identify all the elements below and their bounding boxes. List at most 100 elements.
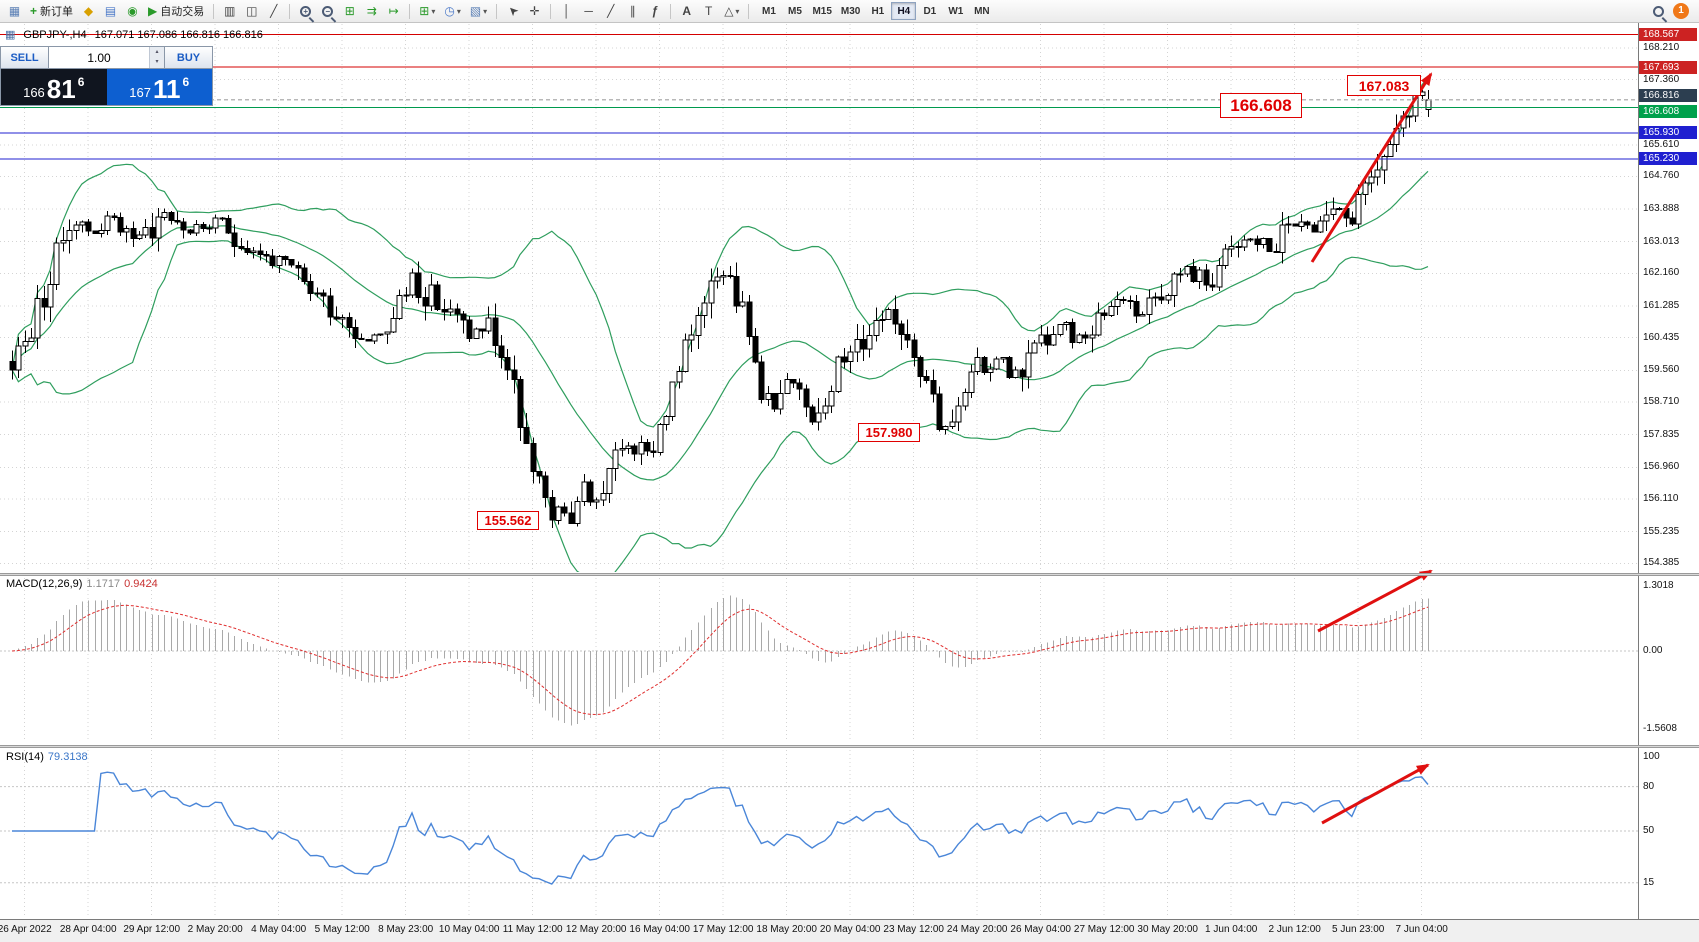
macd-signal-line (11, 604, 1429, 716)
chart-shift-icon[interactable]: ↦ (388, 4, 399, 18)
cursor-icon[interactable]: ➤ (504, 2, 522, 20)
timeframe-h4[interactable]: H4 (891, 2, 917, 20)
toolbar-separator (409, 3, 411, 19)
timeframe-m30[interactable]: M30 (837, 2, 864, 20)
macd-label: MACD(12,26,9) 1.1717 0.9424 (6, 578, 162, 590)
fibonacci-icon[interactable]: ƒ (651, 4, 659, 18)
timeframe-d1[interactable]: D1 (917, 2, 942, 20)
autotrading-button[interactable]: ▶ 自动交易 (144, 2, 208, 21)
time-axis[interactable] (0, 919, 1699, 942)
new-order-button[interactable]: + 新订单 (26, 2, 77, 21)
vertical-line-icon[interactable]: │ (562, 4, 571, 18)
buy-price-button[interactable]: 167 11 6 (106, 69, 212, 105)
trend-arrow (1321, 763, 1430, 825)
toolbar-separator (748, 3, 750, 19)
crosshair-icon[interactable]: ✛ (529, 4, 540, 18)
sell-price-prefix: 166 (23, 85, 45, 100)
line-chart-icon[interactable]: ╱ (270, 4, 278, 18)
play-icon: ▶ (148, 4, 158, 18)
chevron-down-icon: ▾ (431, 6, 436, 16)
navigator-icon[interactable]: ▤ (104, 4, 117, 18)
timeframe-w1[interactable]: W1 (943, 2, 968, 20)
candlestick-icon[interactable]: ◫ (246, 4, 258, 18)
macd-signal-value: 0.9424 (124, 578, 158, 590)
toolbar-separator (213, 3, 215, 19)
lot-spinner: ▴ ▾ (149, 47, 164, 68)
tile-windows-icon[interactable]: ⊞ (344, 4, 355, 18)
market-watch-icon[interactable]: ◆ (83, 4, 94, 18)
rsi-label: RSI(14) 79.3138 (6, 751, 92, 763)
rsi-value: 79.3138 (47, 751, 88, 763)
bollinger-middle (11, 170, 1429, 481)
sell-price-pip: 6 (77, 75, 85, 89)
zoom-in-icon[interactable]: + (295, 2, 316, 21)
trend-arrow (1310, 72, 1433, 263)
lot-increase-button[interactable]: ▴ (150, 47, 164, 58)
plus-icon: + (30, 4, 38, 18)
chart-symbol-period: GBPJPY-,H4 (23, 28, 87, 41)
chevron-down-icon: ▾ (483, 6, 488, 16)
buy-price-pip: 6 (182, 75, 190, 89)
sell-button[interactable]: SELL (1, 47, 49, 68)
sell-price-button[interactable]: 166 81 6 (1, 69, 107, 105)
grid-lines (0, 24, 1638, 918)
trend-arrow (1317, 569, 1433, 633)
macd-histogram (17, 595, 1430, 726)
rsi-line (12, 771, 1429, 885)
lot-size-input[interactable] (49, 47, 149, 68)
text-label-icon[interactable]: T (705, 4, 713, 18)
buy-price-big: 11 (153, 74, 181, 104)
timeframe-m1[interactable]: M1 (756, 2, 781, 20)
rsi-panel (0, 771, 1638, 885)
bollinger-upper (11, 75, 1429, 428)
channel-icon[interactable]: ∥ (629, 4, 636, 18)
macd-name: MACD(12,26,9) (6, 578, 83, 590)
price-axis[interactable] (1638, 23, 1699, 919)
panel-splitter-rsi[interactable] (0, 745, 1699, 748)
main-chart (9, 75, 1432, 572)
text-icon[interactable]: A (682, 4, 692, 18)
chart-header: ▦ GBPJPY-,H4 167.071 167.086 166.816 166… (5, 28, 263, 42)
toolbar-separator (496, 3, 498, 19)
chevron-down-icon: ▾ (735, 6, 740, 16)
macd-panel (0, 595, 1638, 726)
one-click-trading-panel: SELL ▴ ▾ BUY 166 81 6 167 11 6 (0, 46, 213, 106)
timeframe-m5[interactable]: M5 (782, 2, 807, 20)
templates-dropdown[interactable]: ▧ ▾ (469, 4, 488, 18)
rsi-name: RSI(14) (6, 751, 44, 763)
trendline-icon[interactable]: ╱ (607, 4, 615, 18)
trend-arrows (1310, 72, 1433, 825)
toolbar-separator (289, 3, 291, 19)
bar-chart-icon[interactable]: ▥ (224, 4, 236, 18)
shapes-dropdown[interactable]: △ ▾ (724, 4, 740, 18)
timeframe-h1[interactable]: H1 (865, 2, 890, 20)
zoom-out-icon[interactable]: − (317, 2, 338, 21)
auto-scroll-icon[interactable]: ⇉ (366, 4, 377, 18)
candles (9, 88, 1432, 529)
timeframe-mn[interactable]: MN (969, 2, 994, 20)
terminal-icon[interactable]: ◉ (127, 4, 138, 18)
new-chart-dropdown[interactable]: ⊞ ▾ (419, 4, 436, 18)
bollinger-lower (11, 240, 1429, 572)
chart-icon: ▦ (5, 29, 16, 41)
toolbar-separator (670, 3, 672, 19)
timeframe-m15[interactable]: M15 (808, 2, 835, 20)
chart-ohlc-values: 167.071 167.086 166.816 166.816 (94, 28, 263, 41)
chart-window-icon: ▦ (8, 4, 21, 18)
macd-main-value: 1.1717 (86, 578, 121, 590)
search-icon[interactable] (1648, 2, 1669, 21)
profiles-dropdown[interactable]: ◷ ▾ (444, 4, 461, 18)
toolbar: ▦ + 新订单 ◆ ▤ ◉ ▶ 自动交易 ▥ ◫ ╱ + − ⊞ ⇉ ↦ ⊞ ▾ … (0, 0, 1699, 23)
sell-price-big: 81 (46, 74, 76, 104)
lot-decrease-button[interactable]: ▾ (150, 57, 164, 68)
horizontal-line-icon[interactable]: ─ (584, 4, 593, 18)
buy-price-prefix: 167 (129, 85, 151, 100)
buy-button[interactable]: BUY (164, 47, 212, 68)
chevron-down-icon: ▾ (456, 6, 461, 16)
account-badge[interactable]: 1 (1673, 3, 1689, 19)
timeframe-toolbar: M1 M5 M15 M30 H1 H4 D1 W1 MN (756, 2, 994, 20)
lot-size-field: ▴ ▾ (49, 47, 164, 68)
horizontal-lines (0, 33, 1638, 160)
panel-splitter-macd[interactable] (0, 573, 1699, 576)
